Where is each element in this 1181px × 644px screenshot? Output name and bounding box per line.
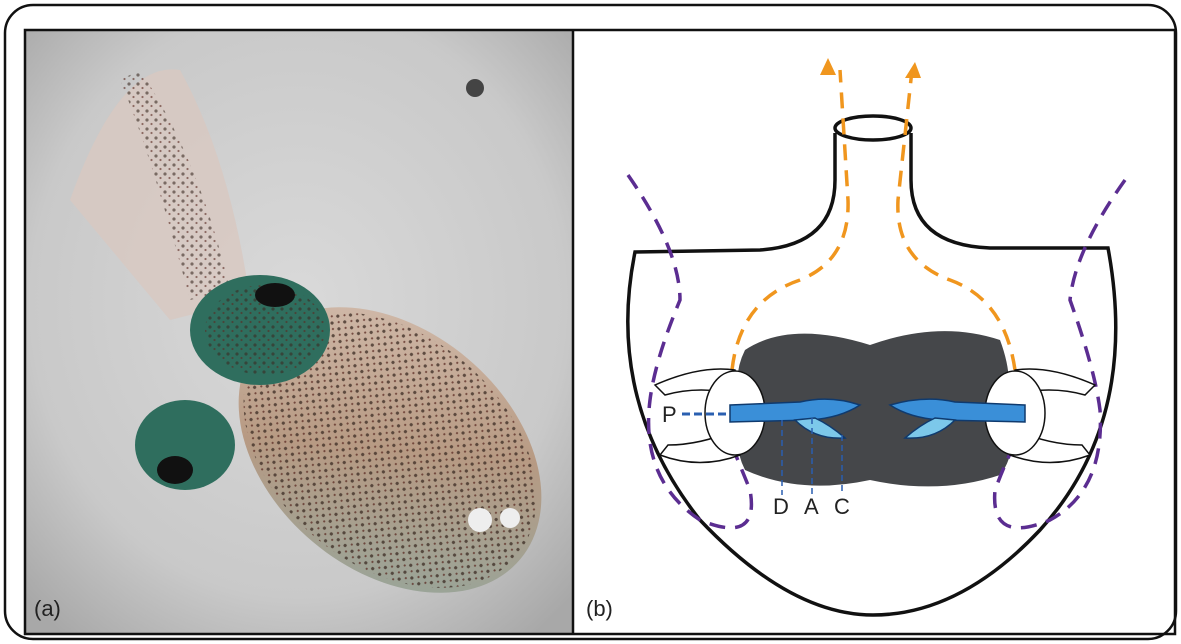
photo [25,30,597,644]
panel-label: (b) [586,596,613,621]
structure-label: P [662,402,677,427]
structure-label: C [834,494,850,519]
panel-label: (a) [34,596,61,621]
structure-label: A [804,494,819,519]
structure-label: D [773,494,789,519]
figure: (a) (b) [0,0,1181,644]
